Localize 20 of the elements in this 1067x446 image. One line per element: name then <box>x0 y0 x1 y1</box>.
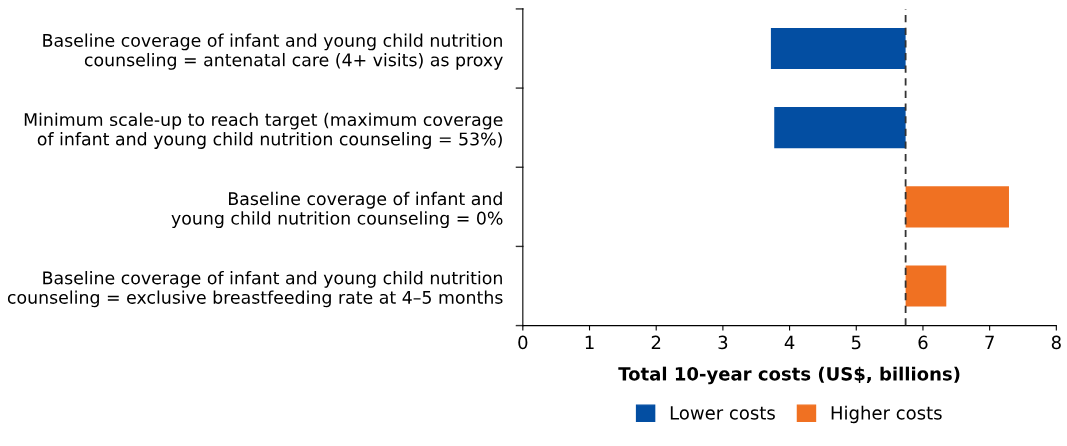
bar <box>905 186 1009 228</box>
x-tick-label: 1 <box>585 335 594 350</box>
x-tick-label: 3 <box>718 335 728 350</box>
y-tick-label: Minimum scale-up to reach target (maximum coverage of infant and young child nutrition counseling = 53%) <box>24 112 503 149</box>
x-tick-label: 5 <box>851 335 861 350</box>
legend-label: Higher costs <box>831 405 942 424</box>
y-tick-label: Baseline coverage of infant and young child nutrition counseling = antenatal care (4+ visits) as proxy <box>43 33 503 70</box>
x-tick-label: 0 <box>518 335 528 350</box>
x-tick-label: 6 <box>918 335 928 350</box>
bar <box>774 107 906 149</box>
y-tick-label: Baseline coverage of infant and young child nutrition counseling = exclusive breastfeeding rate at 4–5 months <box>7 271 503 308</box>
legend-label: Lower costs <box>670 406 775 420</box>
x-tick-label: 7 <box>985 335 994 350</box>
x-axis-title: Total 10-year costs (US$, billions) <box>618 366 960 385</box>
bar <box>770 27 906 70</box>
bar <box>905 265 947 307</box>
y-tick-label: Baseline coverage of infant and young child nutrition counseling = 0% <box>171 191 503 229</box>
x-tick-label: 2 <box>651 335 661 350</box>
x-tick-label: 8 <box>1051 335 1061 350</box>
x-tick-label: 4 <box>784 335 795 350</box>
